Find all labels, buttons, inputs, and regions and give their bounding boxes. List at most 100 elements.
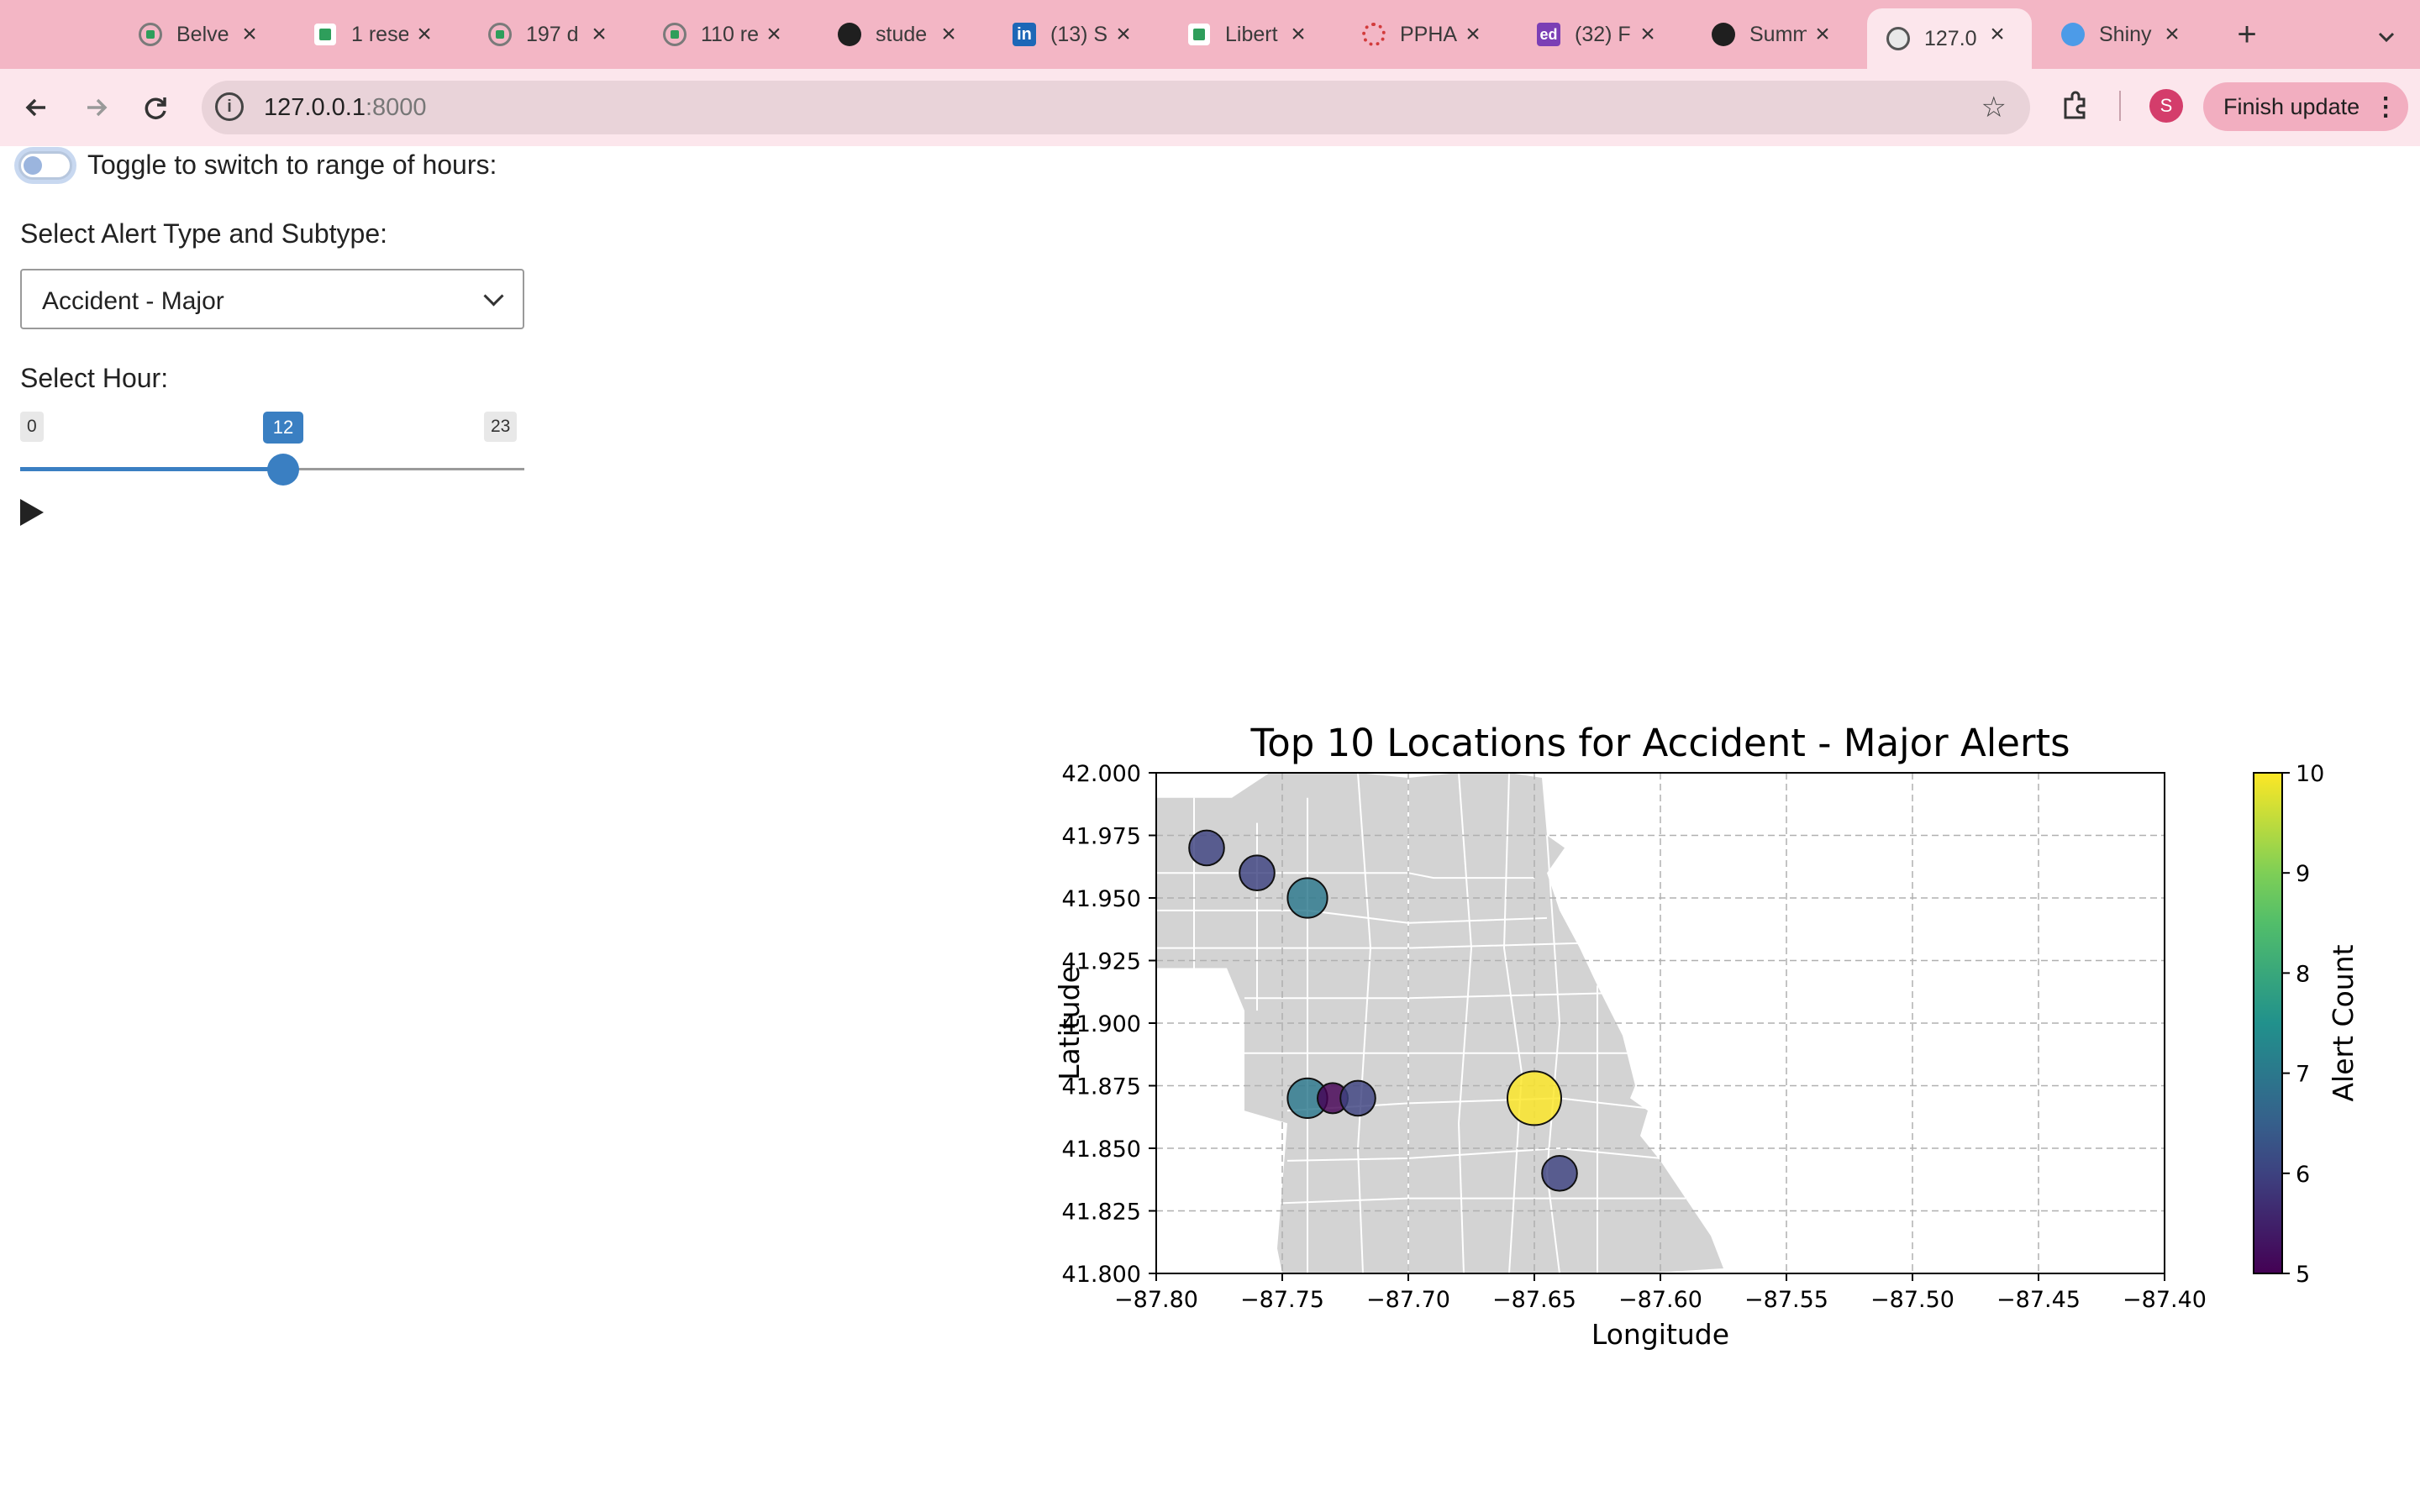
y-tick-label: 42.000 <box>1062 761 1141 787</box>
slider-value-label: 12 <box>263 412 304 444</box>
colorbar-tick-label: 7 <box>2296 1062 2310 1088</box>
y-tick-label: 41.875 <box>1062 1074 1141 1100</box>
close-tab-icon[interactable]: × <box>2165 20 2180 48</box>
alert-location-point <box>1188 829 1225 867</box>
browser-tab[interactable]: Summ × <box>1692 12 1857 57</box>
x-axis-label: Longitude <box>1591 1318 1729 1351</box>
close-tab-icon[interactable]: × <box>417 20 432 48</box>
y-tick-label: 41.950 <box>1062 886 1141 912</box>
hour-slider-fill <box>20 467 284 471</box>
globe-icon <box>1886 26 1911 51</box>
page-content: Toggle to switch to range of hours: Sele… <box>0 146 2420 1512</box>
alert-location-point <box>1541 1155 1578 1192</box>
shiny-icon <box>2060 22 2086 47</box>
y-tick-label: 41.825 <box>1062 1200 1141 1226</box>
colorbar-label: Alert Count <box>2327 944 2360 1101</box>
close-tab-icon[interactable]: × <box>1465 20 1481 48</box>
green-square-icon <box>313 22 338 47</box>
close-tab-icon[interactable]: × <box>242 20 257 48</box>
tab-title: 1 rese <box>351 22 408 46</box>
chevron-down-icon <box>483 286 504 307</box>
colorbar-tick-label: 5 <box>2296 1262 2310 1288</box>
slider-max-label: 23 <box>484 412 518 442</box>
alert-location-point <box>1286 877 1328 919</box>
browser-tab[interactable]: Belve × <box>119 12 284 57</box>
play-animation-icon[interactable] <box>20 499 44 526</box>
browser-tab[interactable]: in (13) S × <box>993 12 1158 57</box>
map-boundary-line <box>1457 772 1473 1274</box>
browser-tab[interactable]: Libert × <box>1168 12 1333 57</box>
forward-arrow-icon <box>87 98 108 117</box>
slider-min-label: 0 <box>20 412 44 442</box>
ppha-icon <box>1361 22 1386 47</box>
browser-toolbar: i 127.0.0.1:8000 ☆ <box>0 69 2420 146</box>
tab-title: Belve <box>176 22 229 46</box>
close-tab-icon[interactable]: × <box>941 20 956 48</box>
browser-tab[interactable]: 1 rese × <box>294 12 459 57</box>
reload-button[interactable] <box>136 87 176 128</box>
tab-title: 127.0 <box>1924 26 1977 50</box>
browser-tab[interactable]: 110 re × <box>644 12 808 57</box>
browser-tab[interactable]: ed (32) F × <box>1518 12 1682 57</box>
close-tab-icon[interactable]: × <box>1116 20 1131 48</box>
x-tick-label: −87.70 <box>1366 1287 1450 1313</box>
reload-icon <box>145 97 166 119</box>
back-button[interactable] <box>17 87 57 128</box>
map-boundary-line <box>1276 1197 1686 1205</box>
kebab-menu-icon[interactable]: ⋮ <box>2373 92 2399 121</box>
colorbar-tick-label: 10 <box>2296 761 2324 787</box>
profile-avatar[interactable]: S <box>2149 89 2183 123</box>
new-tab-button[interactable]: + <box>2237 16 2257 53</box>
forward-button[interactable] <box>76 87 116 128</box>
chart-title: Top 10 Locations for Accident - Major Al… <box>1249 721 2070 765</box>
y-tick-label: 41.925 <box>1062 949 1141 975</box>
range-toggle-switch[interactable] <box>18 150 72 180</box>
green-circle-icon <box>138 22 163 47</box>
alerts-chart: −87.80 −87.75 −87.70 −87.65 −87.60 −87.55 −87.… <box>1000 566 2386 1389</box>
map-boundary-line <box>1356 772 1372 1274</box>
browser-tab[interactable]: 127.0 × <box>1867 8 2032 69</box>
ed-icon: ed <box>1536 22 1561 47</box>
bookmark-star-icon[interactable]: ☆ <box>1981 92 2007 123</box>
y-tick-label: 41.800 <box>1062 1262 1141 1288</box>
hour-slider-handle[interactable] <box>267 454 300 486</box>
back-arrow-icon <box>25 98 45 117</box>
tab-title: 110 re <box>701 22 758 46</box>
browser-tab[interactable]: stude × <box>818 12 983 57</box>
range-toggle-row: Toggle to switch to range of hours: <box>18 150 497 181</box>
alert-type-label: Select Alert Type and Subtype: <box>20 218 388 249</box>
colorbar-tick-label: 8 <box>2296 961 2310 987</box>
browser-tab[interactable]: Shiny × <box>2042 12 2207 57</box>
address-bar[interactable]: i 127.0.0.1:8000 ☆ <box>202 81 2030 134</box>
toggle-knob <box>24 155 42 175</box>
close-tab-icon[interactable]: × <box>1640 20 1655 48</box>
close-tab-icon[interactable]: × <box>766 20 781 48</box>
close-tab-icon[interactable]: × <box>592 20 607 48</box>
y-tick-label: 41.850 <box>1062 1137 1141 1163</box>
tab-title: stude <box>876 22 928 46</box>
tab-title: PPHA <box>1400 22 1457 46</box>
tab-title: (32) F <box>1575 22 1631 46</box>
close-tab-icon[interactable]: × <box>1291 20 1306 48</box>
github-icon <box>1711 22 1736 47</box>
y-tick-label: 41.900 <box>1062 1011 1141 1037</box>
finish-update-label: Finish update <box>2223 93 2360 119</box>
alert-location-point <box>1339 1079 1376 1117</box>
tab-title: 197 d <box>526 22 579 46</box>
y-axis-label: Latitude <box>1053 966 1086 1080</box>
tab-strip: Belve × 1 rese × 197 d × 110 re × stude × in (13) S… <box>0 0 2420 69</box>
alert-location-point <box>1239 854 1276 892</box>
green-circle-icon <box>662 22 687 47</box>
close-tab-icon[interactable]: × <box>1990 20 2005 48</box>
close-tab-icon[interactable]: × <box>1815 20 1830 48</box>
alert-type-select[interactable]: Accident - Major <box>20 269 524 329</box>
site-info-icon[interactable]: i <box>215 92 244 121</box>
alert-type-value: Accident - Major <box>42 287 224 315</box>
extensions-icon[interactable] <box>2057 87 2094 124</box>
y-tick-label: 41.975 <box>1062 824 1141 850</box>
finish-update-button[interactable]: Finish update ⋮ <box>2203 82 2408 131</box>
tab-search-button[interactable] <box>2370 20 2403 54</box>
browser-tab[interactable]: 197 d × <box>469 12 634 57</box>
x-tick-label: −87.60 <box>1618 1287 1702 1313</box>
browser-tab[interactable]: PPHA × <box>1343 12 1507 57</box>
